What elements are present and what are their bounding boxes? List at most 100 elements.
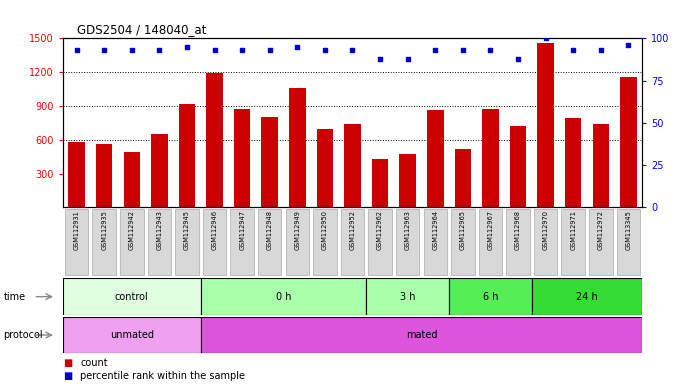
- Text: GSM112949: GSM112949: [295, 210, 300, 250]
- Bar: [124, 152, 140, 207]
- Point: [595, 47, 607, 53]
- Bar: [427, 111, 443, 207]
- Text: ■: ■: [63, 371, 72, 381]
- Point: [540, 35, 551, 41]
- Text: GSM112948: GSM112948: [267, 210, 273, 250]
- Bar: [234, 109, 251, 207]
- Bar: [620, 77, 637, 207]
- Bar: [510, 126, 526, 207]
- Point: [430, 47, 441, 53]
- Text: GSM112965: GSM112965: [460, 210, 466, 250]
- FancyBboxPatch shape: [175, 209, 199, 275]
- Text: GSM113345: GSM113345: [625, 210, 632, 250]
- FancyBboxPatch shape: [396, 209, 419, 275]
- FancyBboxPatch shape: [589, 209, 613, 275]
- FancyBboxPatch shape: [203, 209, 226, 275]
- Bar: [372, 159, 388, 207]
- Text: ■: ■: [63, 358, 72, 368]
- Text: mated: mated: [406, 330, 437, 340]
- Point: [209, 47, 220, 53]
- Text: GSM112946: GSM112946: [211, 210, 218, 250]
- Point: [457, 47, 468, 53]
- Text: 24 h: 24 h: [576, 291, 598, 302]
- Point: [402, 56, 413, 62]
- Point: [264, 47, 275, 53]
- Bar: [593, 124, 609, 207]
- Point: [126, 47, 138, 53]
- Text: GSM112942: GSM112942: [129, 210, 135, 250]
- FancyBboxPatch shape: [532, 278, 642, 315]
- Point: [237, 47, 248, 53]
- Point: [623, 42, 634, 48]
- Text: percentile rank within the sample: percentile rank within the sample: [80, 371, 245, 381]
- Text: count: count: [80, 358, 108, 368]
- Point: [347, 47, 358, 53]
- FancyBboxPatch shape: [92, 209, 116, 275]
- Text: GSM112967: GSM112967: [487, 210, 493, 250]
- Text: GSM112947: GSM112947: [239, 210, 245, 250]
- FancyBboxPatch shape: [201, 278, 366, 315]
- Bar: [262, 117, 278, 207]
- FancyBboxPatch shape: [230, 209, 254, 275]
- Text: GSM112945: GSM112945: [184, 210, 190, 250]
- Text: 6 h: 6 h: [483, 291, 498, 302]
- FancyBboxPatch shape: [120, 209, 144, 275]
- FancyBboxPatch shape: [341, 209, 364, 275]
- FancyBboxPatch shape: [148, 209, 171, 275]
- Point: [154, 47, 165, 53]
- Point: [181, 44, 193, 50]
- Text: GSM112963: GSM112963: [405, 210, 410, 250]
- Point: [567, 47, 579, 53]
- Text: GSM112970: GSM112970: [542, 210, 549, 250]
- Bar: [565, 118, 581, 207]
- FancyBboxPatch shape: [313, 209, 336, 275]
- Text: GSM112950: GSM112950: [322, 210, 328, 250]
- Bar: [207, 73, 223, 207]
- Bar: [399, 154, 416, 207]
- Text: protocol: protocol: [3, 330, 43, 340]
- Text: GSM112968: GSM112968: [515, 210, 521, 250]
- FancyBboxPatch shape: [285, 209, 309, 275]
- FancyBboxPatch shape: [258, 209, 281, 275]
- FancyBboxPatch shape: [63, 278, 201, 315]
- Text: GSM112943: GSM112943: [156, 210, 163, 250]
- Text: GSM112971: GSM112971: [570, 210, 576, 250]
- Text: GDS2504 / 148040_at: GDS2504 / 148040_at: [77, 23, 206, 36]
- Text: GSM112964: GSM112964: [432, 210, 438, 250]
- Bar: [454, 149, 471, 207]
- Bar: [289, 88, 306, 207]
- FancyBboxPatch shape: [63, 317, 201, 353]
- FancyBboxPatch shape: [451, 209, 475, 275]
- Text: GSM112962: GSM112962: [377, 210, 383, 250]
- FancyBboxPatch shape: [369, 209, 392, 275]
- Bar: [537, 43, 554, 207]
- Text: GSM112972: GSM112972: [597, 210, 604, 250]
- FancyBboxPatch shape: [534, 209, 557, 275]
- Bar: [179, 104, 195, 207]
- Text: unmated: unmated: [110, 330, 154, 340]
- Point: [512, 56, 524, 62]
- Bar: [151, 134, 168, 207]
- FancyBboxPatch shape: [201, 317, 642, 353]
- Text: 0 h: 0 h: [276, 291, 291, 302]
- FancyBboxPatch shape: [424, 209, 447, 275]
- FancyBboxPatch shape: [506, 209, 530, 275]
- Text: GSM112952: GSM112952: [350, 210, 355, 250]
- Point: [319, 47, 330, 53]
- Point: [485, 47, 496, 53]
- Bar: [317, 129, 333, 207]
- FancyBboxPatch shape: [616, 209, 640, 275]
- Point: [71, 47, 82, 53]
- Text: 3 h: 3 h: [400, 291, 415, 302]
- FancyBboxPatch shape: [479, 209, 502, 275]
- Bar: [344, 124, 361, 207]
- Text: time: time: [3, 291, 26, 302]
- Text: control: control: [115, 291, 149, 302]
- FancyBboxPatch shape: [366, 278, 449, 315]
- Point: [292, 44, 303, 50]
- Point: [375, 56, 386, 62]
- FancyBboxPatch shape: [65, 209, 89, 275]
- Text: GSM112935: GSM112935: [101, 210, 107, 250]
- Bar: [68, 142, 85, 207]
- Bar: [96, 144, 112, 207]
